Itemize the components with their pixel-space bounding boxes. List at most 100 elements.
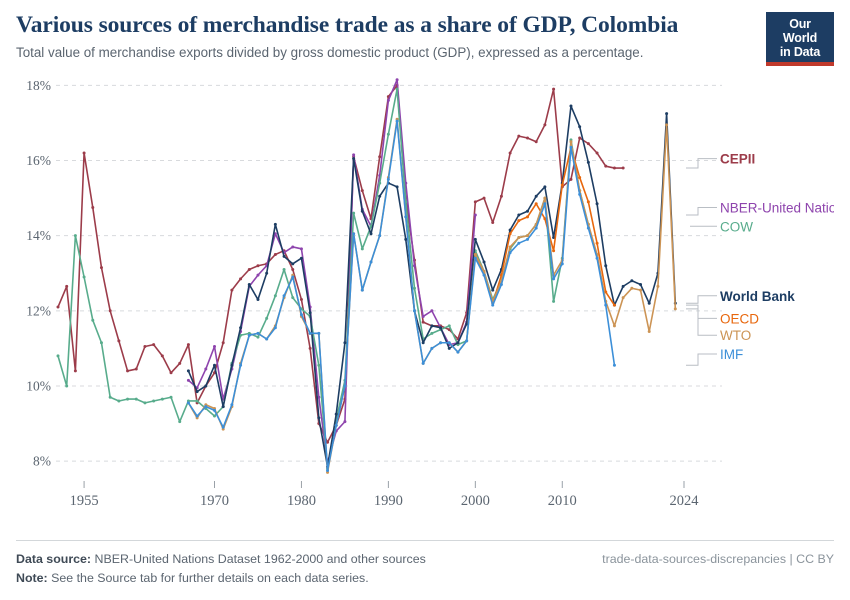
data-point — [526, 234, 529, 238]
series-line — [187, 118, 677, 474]
data-point — [378, 234, 382, 238]
data-point — [543, 196, 547, 200]
data-point — [369, 260, 373, 264]
data-point — [560, 183, 564, 187]
data-point — [126, 397, 130, 401]
data-point — [482, 196, 486, 200]
legend-label: IMF — [720, 347, 743, 362]
legend-item-world-bank[interactable]: World Bank — [686, 289, 795, 304]
data-point — [517, 213, 521, 217]
legend-item-wto[interactable]: WTO — [686, 308, 751, 343]
data-point — [430, 346, 434, 350]
data-point — [317, 363, 321, 367]
data-point — [369, 232, 373, 236]
legend-item-cow[interactable]: COW — [690, 219, 753, 234]
data-point — [595, 241, 599, 245]
data-point — [352, 232, 356, 236]
data-point — [378, 194, 382, 198]
legend-connector — [686, 158, 717, 169]
data-point — [178, 361, 182, 365]
legend-item-nber-united-nations[interactable]: NBER-United Nations — [686, 200, 834, 216]
data-point — [412, 309, 416, 313]
data-point — [639, 283, 643, 287]
chart-subtitle: Total value of merchandise exports divid… — [16, 45, 644, 61]
data-point — [73, 234, 77, 238]
data-point — [395, 78, 399, 82]
data-point — [395, 185, 399, 189]
data-point — [421, 314, 425, 318]
data-point — [108, 395, 112, 399]
legend-item-oecd[interactable]: OECD — [686, 304, 759, 326]
data-point — [230, 288, 234, 292]
data-point — [221, 341, 225, 345]
data-point — [447, 324, 451, 328]
data-point — [595, 202, 599, 206]
legend-item-imf[interactable]: IMF — [686, 347, 743, 366]
data-point — [578, 136, 582, 140]
data-point — [395, 87, 399, 91]
legend-label: WTO — [720, 328, 751, 343]
data-point — [143, 345, 147, 348]
data-point — [569, 104, 573, 108]
data-point — [430, 324, 434, 328]
chart-plot-area[interactable]: 8% 10% 12% 14% 16% 18% 1955 1970 1980 1990 2000 201… — [16, 64, 834, 524]
data-point — [186, 369, 190, 373]
data-point — [491, 303, 495, 307]
data-point — [612, 363, 616, 367]
data-point — [73, 369, 77, 373]
data-point — [421, 341, 425, 345]
data-point — [386, 98, 390, 102]
data-point — [186, 401, 190, 405]
legend-label: CEPII — [720, 152, 755, 167]
y-axis-tick-label: 14% — [26, 228, 51, 243]
data-point — [482, 273, 486, 277]
x-axis-tick-label: 1980 — [287, 493, 316, 509]
data-point — [291, 275, 295, 279]
data-point — [552, 236, 556, 240]
data-point — [456, 341, 460, 345]
data-point — [430, 331, 434, 335]
data-point — [395, 119, 399, 123]
data-point — [526, 136, 529, 140]
y-axis-tick-label: 8% — [33, 454, 51, 469]
x-axis-tick-label: 1990 — [374, 493, 403, 509]
data-point — [604, 264, 608, 268]
series-oecd[interactable] — [473, 145, 616, 307]
chart-slug[interactable]: trade-data-sources-discrepancies | CC BY — [602, 551, 834, 566]
data-point — [586, 160, 590, 164]
data-point — [256, 331, 260, 335]
legend-connector — [686, 295, 717, 304]
data-point — [673, 307, 677, 311]
source-label: Data source: — [16, 551, 92, 566]
series-cepii[interactable] — [56, 83, 625, 444]
data-point — [447, 346, 451, 350]
data-point — [421, 320, 425, 324]
legend-label: World Bank — [720, 289, 795, 304]
data-point — [221, 405, 225, 409]
data-point — [117, 399, 121, 403]
x-axis-tick-label: 1955 — [70, 493, 99, 509]
data-point — [378, 181, 382, 185]
line-chart[interactable]: 8% 10% 12% 14% 16% 18% 1955 1970 1980 1990 2000 201… — [16, 64, 834, 524]
data-point — [230, 363, 234, 367]
data-point — [412, 286, 416, 290]
data-point — [204, 384, 208, 388]
data-point — [508, 228, 512, 232]
data-point — [665, 123, 669, 127]
data-point — [265, 271, 269, 275]
series-imf[interactable] — [186, 119, 616, 472]
owid-logo[interactable]: Our World in Data — [766, 12, 834, 66]
data-point — [595, 151, 599, 155]
data-point — [273, 294, 277, 298]
y-axis-tick-label: 16% — [26, 153, 51, 168]
legend-connector — [686, 304, 717, 319]
data-point — [473, 256, 477, 260]
legend-item-cepii[interactable]: CEPII — [686, 152, 755, 169]
data-point — [621, 296, 625, 300]
data-point — [430, 309, 434, 313]
data-point — [265, 316, 269, 320]
data-point — [273, 252, 277, 256]
data-point — [491, 288, 495, 292]
data-point — [439, 326, 443, 330]
data-point — [152, 343, 156, 347]
